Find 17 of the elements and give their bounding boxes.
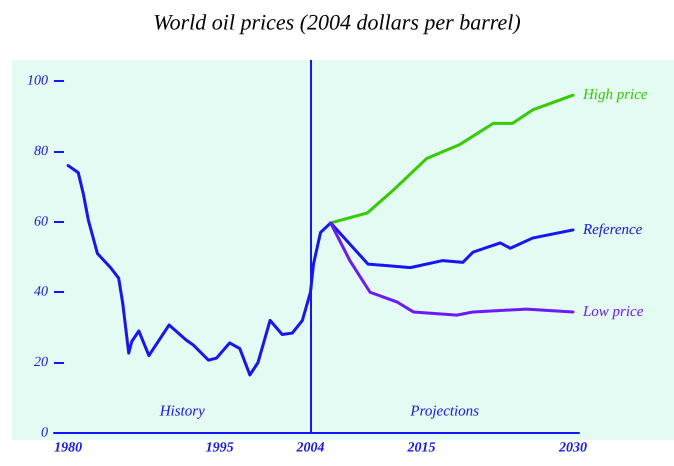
series-label: High price	[582, 87, 648, 104]
x-tick-label: 2015	[406, 440, 436, 456]
y-tick-label: 0	[41, 426, 48, 440]
x-tick-label: 2004	[295, 440, 324, 456]
y-tick-label: 40	[34, 284, 48, 300]
series-label: Reference	[582, 222, 643, 238]
annotation: History	[158, 404, 206, 420]
y-tick-label: 80	[34, 144, 48, 159]
series-label: Low price	[582, 304, 644, 320]
annotation: Projections	[409, 404, 480, 420]
x-tick-label: 2030	[558, 440, 587, 456]
y-tick-label: 20	[34, 355, 48, 370]
chart-title: World oil prices (2004 dollars per barrel)	[153, 10, 521, 34]
x-tick-label: 1980	[54, 440, 82, 456]
y-tick-label: 60	[34, 214, 48, 230]
x-tick-label: 1995	[206, 440, 234, 456]
y-tick-label: 100	[27, 74, 48, 89]
